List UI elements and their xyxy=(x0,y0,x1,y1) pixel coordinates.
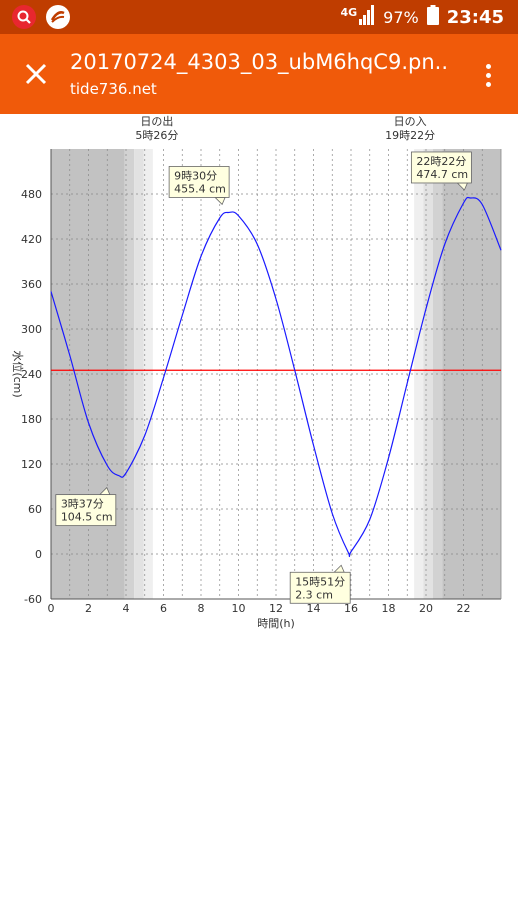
callout-box xyxy=(55,494,117,527)
x-tick-label: 2 xyxy=(85,602,92,615)
battery-icon xyxy=(426,5,439,29)
y-tick-label: 240 xyxy=(21,368,42,381)
x-tick-label: 0 xyxy=(48,602,55,615)
sunrise-label: 日の出 xyxy=(140,114,173,128)
y-tick-label: 360 xyxy=(21,278,42,291)
x-tick-label: 10 xyxy=(232,602,246,615)
more-options-button[interactable] xyxy=(476,60,500,90)
x-tick-label: 14 xyxy=(307,602,321,615)
app-bar: 20170724_4303_03_ubM6hqC9.pn... tide736.… xyxy=(0,34,518,114)
x-axis-title: 時間(h) xyxy=(257,617,295,630)
x-tick-label: 4 xyxy=(123,602,130,615)
x-tick-label: 12 xyxy=(269,602,283,615)
sunrise-time: 5時26分 xyxy=(135,129,178,142)
y-axis-title: 水位(cm) xyxy=(11,350,25,397)
extreme-level: 2.3 cm xyxy=(295,588,333,601)
x-tick-label: 6 xyxy=(160,602,167,615)
x-tick-label: 8 xyxy=(198,602,205,615)
extreme-level: 474.7 cm xyxy=(416,168,468,181)
y-tick-label: 480 xyxy=(21,188,42,201)
search-app-icon xyxy=(12,5,36,29)
page-url: tide736.net xyxy=(70,80,157,98)
status-bar: 4G 97% 23:45 xyxy=(0,0,518,34)
night-shade-4 xyxy=(414,149,424,599)
app-logo-icon xyxy=(46,5,70,29)
x-tick-label: 22 xyxy=(457,602,471,615)
sunset-time: 19時22分 xyxy=(385,129,435,142)
y-tick-label: 60 xyxy=(28,503,42,516)
extreme-time: 15時51分 xyxy=(295,575,345,588)
close-button[interactable] xyxy=(18,56,54,92)
y-tick-label: 120 xyxy=(21,458,42,471)
clock: 23:45 xyxy=(446,6,504,28)
x-tick-label: 20 xyxy=(419,602,433,615)
more-vert-icon xyxy=(485,63,491,69)
callout-box xyxy=(168,166,230,198)
night-shade-5 xyxy=(423,149,433,599)
callout-box xyxy=(289,571,351,604)
x-tick-label: 16 xyxy=(344,602,358,615)
extreme-time: 3時37分 xyxy=(61,498,104,511)
page-title: 20170724_4303_03_ubM6hqC9.pn... xyxy=(70,50,450,74)
signal-icon xyxy=(359,5,375,29)
x-tick-label: 18 xyxy=(382,602,396,615)
y-tick-label: 300 xyxy=(21,323,42,336)
sunset-label: 日の入 xyxy=(394,115,427,128)
night-shade-3 xyxy=(143,149,153,599)
tide-line xyxy=(50,196,502,558)
night-shade-2 xyxy=(134,149,144,599)
extreme-time: 22時22分 xyxy=(416,155,466,168)
extreme-level: 455.4 cm xyxy=(174,182,226,195)
callout-box xyxy=(410,151,472,184)
y-tick-label: -60 xyxy=(24,593,42,606)
close-icon xyxy=(25,63,47,85)
extreme-time: 9時30分 xyxy=(174,169,217,182)
y-tick-label: 180 xyxy=(21,413,42,426)
y-tick-label: 0 xyxy=(35,548,42,561)
night-shade-1 xyxy=(124,149,135,599)
network-type-label: 4G xyxy=(340,5,358,19)
y-tick-label: 420 xyxy=(21,233,42,246)
tide-chart: 0 2 4 6 8 10 12 14 16 18 20 22 -60 0 60 120 180 240 300 360… xyxy=(11,114,502,630)
battery-percent: 97% xyxy=(383,7,419,27)
extreme-level: 104.5 cm xyxy=(61,511,113,524)
